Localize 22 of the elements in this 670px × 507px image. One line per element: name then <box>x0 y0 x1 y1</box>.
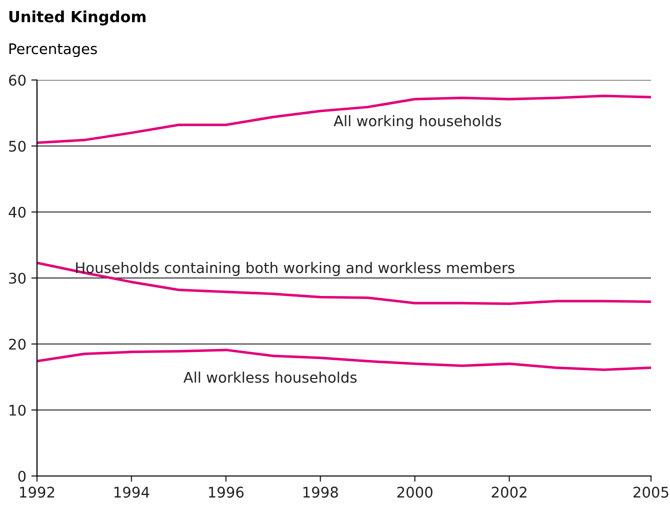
x-tick-label: 1994 <box>114 486 150 498</box>
x-tick-label: 1996 <box>208 486 244 498</box>
series-label: All workless households <box>183 372 357 383</box>
x-tick-label: 2002 <box>492 486 526 498</box>
y-axis-title: Percentages <box>9 43 97 58</box>
x-tick-label: 2005 <box>634 486 668 498</box>
y-tick-label: 10 <box>10 404 26 416</box>
y-tick-label: 20 <box>9 338 26 350</box>
line-series <box>37 262 651 305</box>
line-series <box>37 348 651 371</box>
x-tick-label: 2000 <box>397 486 432 498</box>
series-label: Households containing both working and workless members <box>76 262 514 276</box>
y-tick-label: 50 <box>9 140 26 152</box>
chart-title: United Kingdom <box>9 10 146 26</box>
y-tick-label: 0 <box>18 470 26 482</box>
x-tick-label: 1998 <box>303 486 338 498</box>
y-tick-label: 40 <box>8 206 26 218</box>
y-tick-label: 30 <box>9 272 26 284</box>
series-label: All working households <box>334 115 502 130</box>
y-tick-label: 60 <box>9 74 26 86</box>
line-series <box>37 94 651 144</box>
x-tick-label: 1992 <box>20 486 54 498</box>
